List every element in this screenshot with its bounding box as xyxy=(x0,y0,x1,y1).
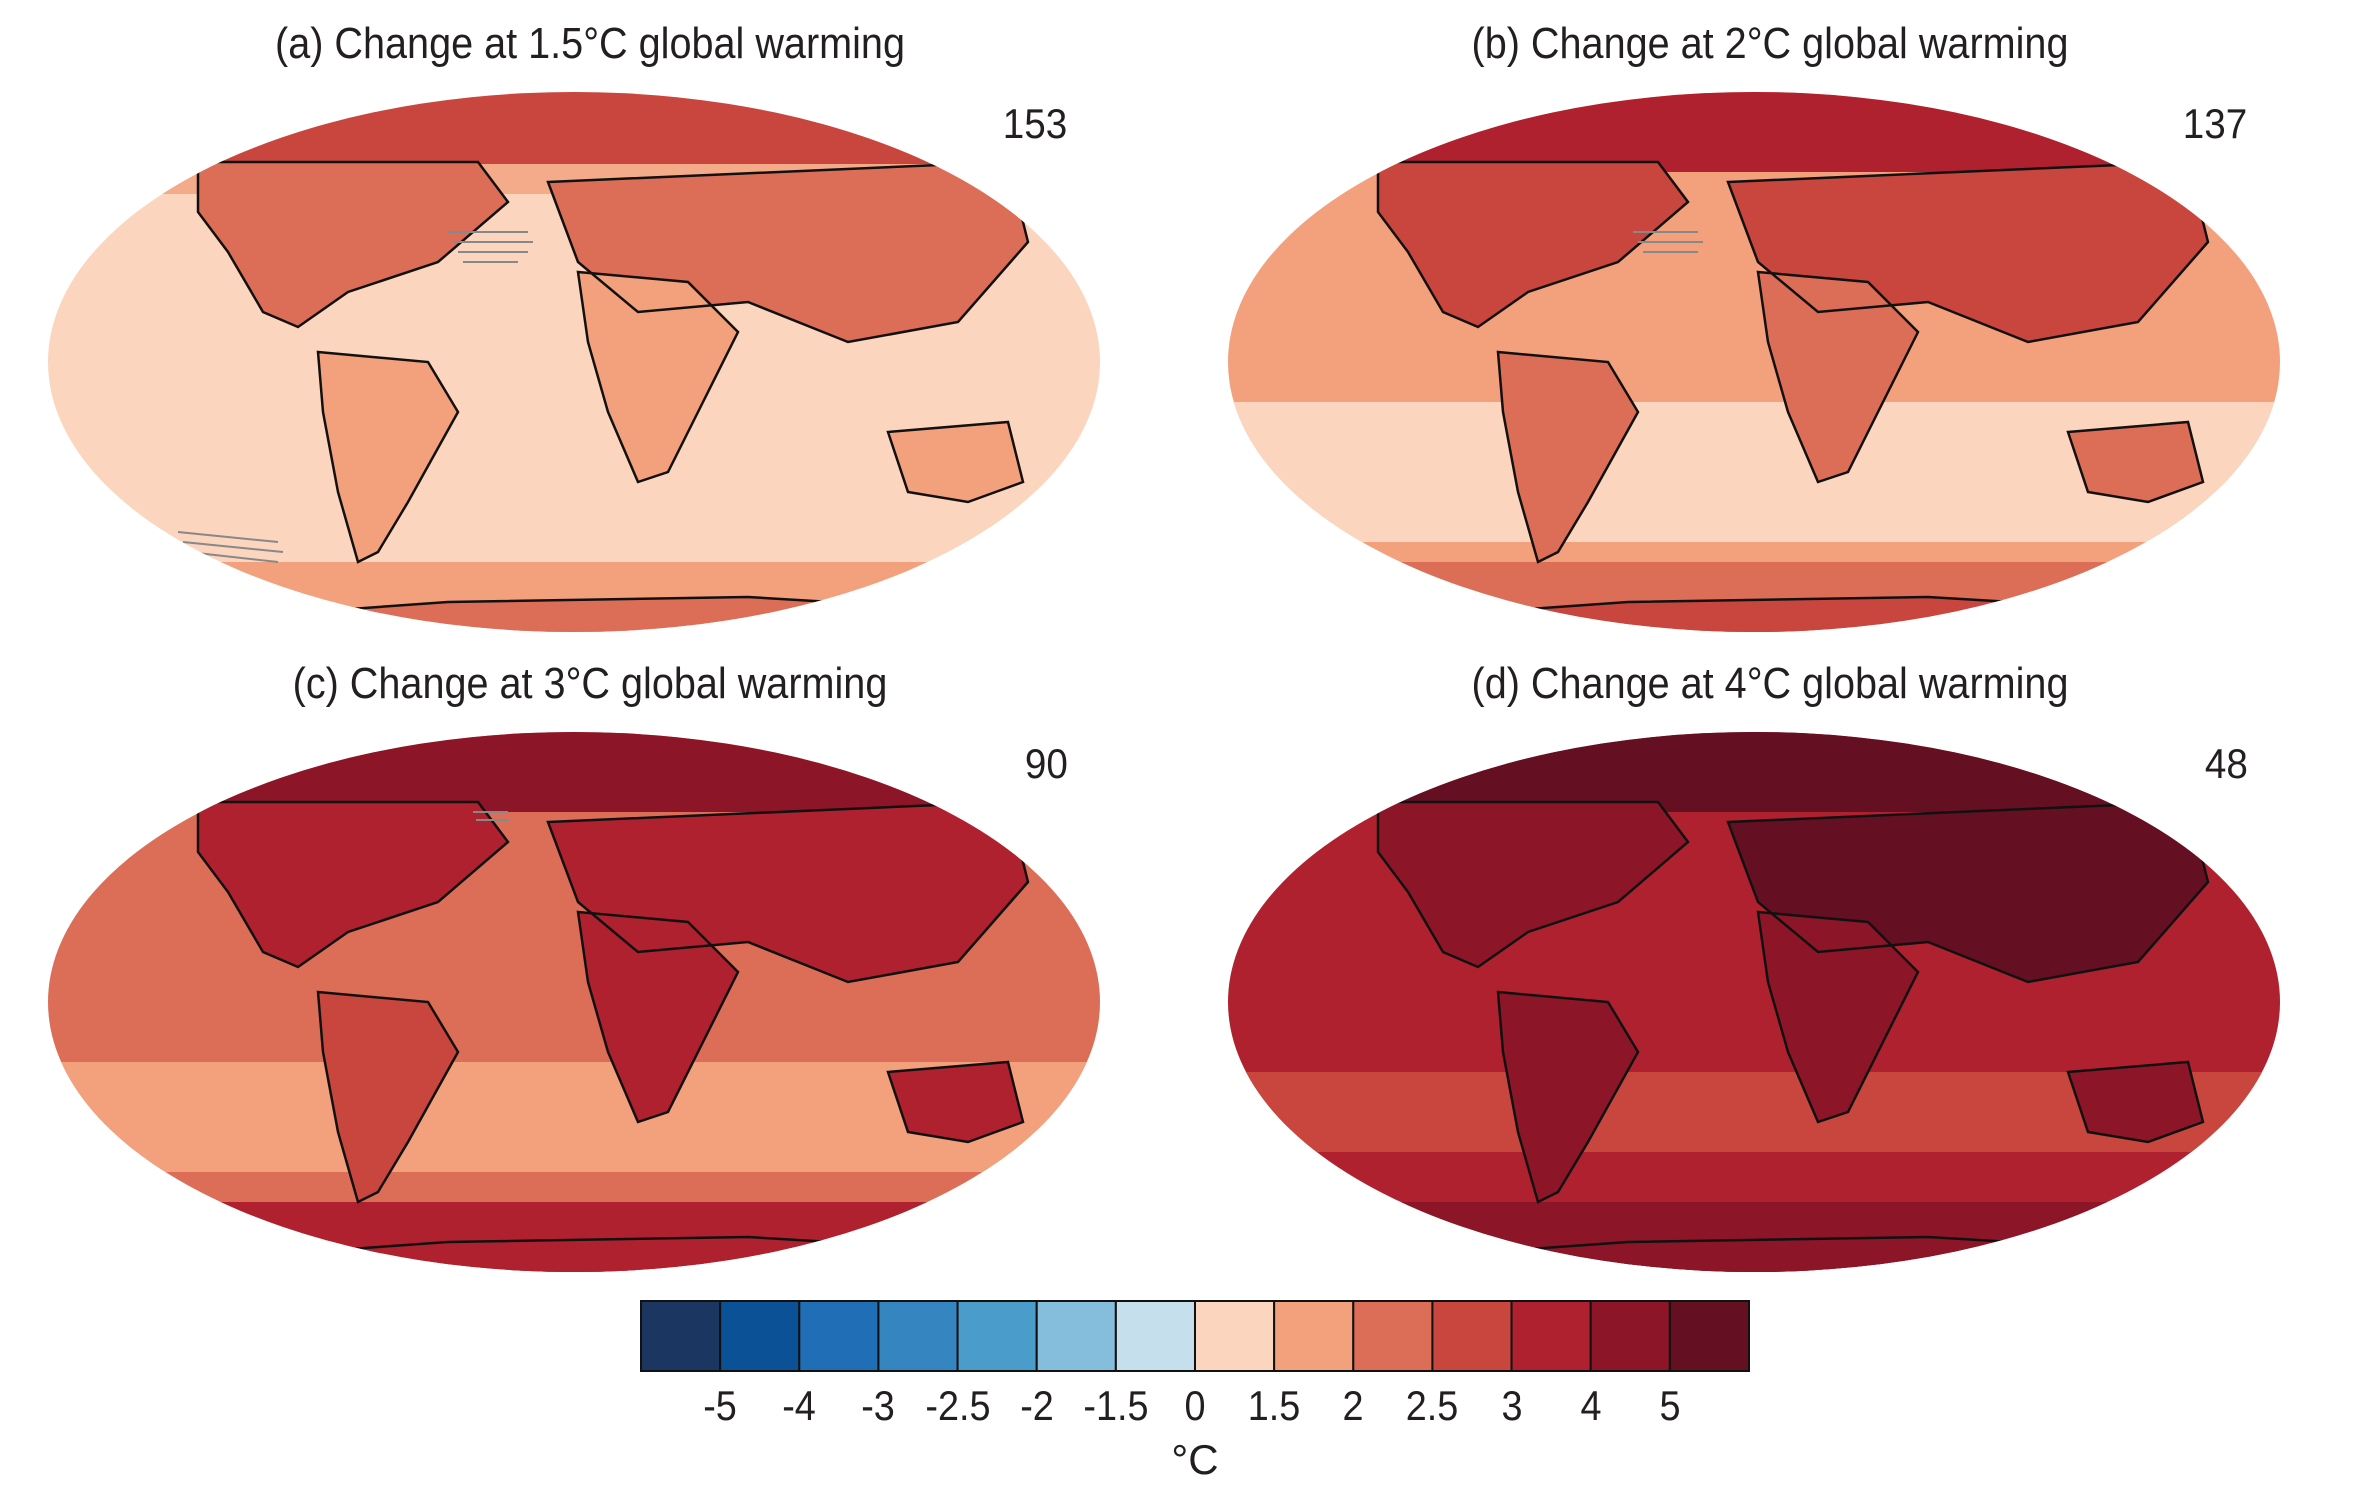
africa xyxy=(1758,272,1918,482)
australia xyxy=(2068,422,2203,502)
africa xyxy=(578,272,738,482)
south-america xyxy=(1498,352,1638,562)
warming-map xyxy=(48,92,1100,632)
hatched-area xyxy=(1633,231,1703,253)
colorbar-tick-label: -4 xyxy=(782,1382,817,1429)
africa xyxy=(578,912,738,1122)
north-america xyxy=(198,162,508,327)
colorbar-tick-label: -1.5 xyxy=(1083,1382,1149,1429)
colorbar-swatch xyxy=(956,1300,1038,1372)
colorbar-swatch xyxy=(1431,1300,1513,1372)
panel-title: (c) Change at 3°C global warming xyxy=(292,659,888,708)
antarctica xyxy=(168,597,998,632)
warming-map xyxy=(1228,92,2280,632)
colorbar-swatch xyxy=(1352,1300,1434,1372)
north-america xyxy=(1378,162,1688,327)
colorbar-tick-label: 3 xyxy=(1501,1382,1523,1429)
arctic-band xyxy=(48,732,1100,812)
australia xyxy=(2068,1062,2203,1142)
hatched-area xyxy=(177,231,533,563)
colorbar-tick-label: 1.5 xyxy=(1247,1382,1301,1429)
north-america xyxy=(1378,802,1688,967)
warming-map xyxy=(48,732,1100,1272)
antarctica xyxy=(1348,597,2178,632)
hatched-area xyxy=(473,811,510,821)
panel-d: (d) Change at 4°C global warming 48 xyxy=(1180,640,2360,1280)
colorbar-tick-label: 4 xyxy=(1580,1382,1602,1429)
colorbar-tick-label: 2.5 xyxy=(1406,1382,1459,1429)
antarctica xyxy=(168,1237,998,1272)
arctic-band xyxy=(1228,732,2280,812)
antarctica xyxy=(1348,1237,2178,1272)
panel-b: (b) Change at 2°C global warming 137 xyxy=(1180,0,2360,640)
panel-a: (a) Change at 1.5°C global warming 153 xyxy=(0,0,1180,640)
north-america xyxy=(198,802,508,967)
colorbar-swatch xyxy=(640,1300,722,1372)
panel-c: (c) Change at 3°C global warming 90 xyxy=(0,640,1180,1280)
colorbar-swatch xyxy=(1589,1300,1671,1372)
colorbar-swatch xyxy=(1035,1300,1117,1372)
colorbar-swatch xyxy=(719,1300,801,1372)
colorbar-tick-label: 5 xyxy=(1659,1382,1681,1429)
australia xyxy=(888,422,1023,502)
colorbar xyxy=(640,1300,1750,1372)
colorbar-tick-label: -5 xyxy=(703,1382,737,1429)
arctic-band xyxy=(1228,92,2280,172)
africa xyxy=(1758,912,1918,1122)
colorbar-swatch xyxy=(1114,1300,1197,1372)
colorbar-swatch xyxy=(877,1300,959,1372)
colorbar-unit: °C xyxy=(1171,1436,1219,1483)
colorbar-tick-label: 2 xyxy=(1342,1382,1364,1429)
south-america xyxy=(318,352,458,562)
colorbar-swatch xyxy=(1194,1300,1276,1372)
model-count: 137 xyxy=(2182,100,2248,147)
australia xyxy=(888,1062,1023,1142)
colorbar-legend: -5 -4 -3 -2.5 -2 -1.5 0 1.5 2 2.5 3 4 5 °C xyxy=(640,1300,1750,1483)
panel-title: (b) Change at 2°C global warming xyxy=(1471,19,2069,68)
panel-title: (d) Change at 4°C global warming xyxy=(1471,659,2069,708)
model-count: 153 xyxy=(1002,100,1068,147)
model-count: 90 xyxy=(1025,740,1069,787)
colorbar-tick-label: -2 xyxy=(1019,1382,1054,1429)
colorbar-tick-label: -2.5 xyxy=(924,1382,991,1429)
model-count: 48 xyxy=(2205,740,2249,787)
south-america xyxy=(318,992,458,1202)
arctic-band xyxy=(48,92,1100,164)
colorbar-swatch xyxy=(1273,1300,1355,1372)
colorbar-swatch xyxy=(1668,1300,1750,1372)
colorbar-tick-label: 0 xyxy=(1184,1382,1206,1429)
panel-title: (a) Change at 1.5°C global warming xyxy=(275,19,905,68)
colorbar-swatch xyxy=(798,1300,880,1372)
south-america xyxy=(1498,992,1638,1202)
colorbar-swatch xyxy=(1510,1300,1592,1372)
warming-map xyxy=(1228,732,2280,1272)
colorbar-tick-label: -3 xyxy=(861,1382,896,1429)
